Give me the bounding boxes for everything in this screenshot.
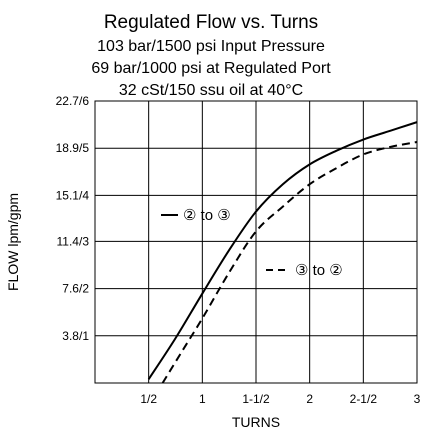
x-axis-ticks: 1/2 1 1-1/2 2 2-1/2 3	[140, 392, 420, 406]
plot-area-frame	[94, 100, 418, 384]
series-line-3-to-2	[161, 141, 418, 384]
y-axis-label: FLOW lpm/gpm	[5, 193, 21, 291]
x-tick-label: 1	[199, 392, 206, 406]
y-axis-ticks: 3.8/1 7.6/2 11.4/3 15.1/4 18.9/5 22.7/6	[56, 94, 90, 343]
chart-title-group: Regulated Flow vs. Turns 103 bar/1500 ps…	[91, 12, 331, 99]
y-tick-label: 18.9/5	[56, 141, 90, 155]
x-tick-label: 3	[414, 392, 421, 406]
y-tick-label: 22.7/6	[56, 94, 90, 108]
series-group	[147, 121, 418, 384]
y-tick-label: 3.8/1	[62, 329, 89, 343]
chart-subtitle-input-pressure: 103 bar/1500 psi Input Pressure	[97, 38, 325, 55]
y-tick-label: 7.6/2	[62, 282, 89, 296]
x-axis-label: TURNS	[232, 414, 280, 430]
legend-group: ② to ③ ③ to ②	[161, 207, 343, 279]
y-tick-label: 11.4/3	[57, 234, 90, 248]
legend-label: ② to ③	[183, 207, 231, 224]
x-tick-label: 1/2	[140, 392, 157, 406]
x-tick-label: 2	[306, 392, 313, 406]
chart-title: Regulated Flow vs. Turns	[104, 12, 318, 33]
legend-label: ③ to ②	[295, 262, 343, 279]
series-line-2-to-3	[147, 121, 418, 380]
x-tick-label: 1-1/2	[242, 392, 270, 406]
chart-subtitle-oil: 32 cSt/150 ssu oil at 40°C	[119, 82, 303, 99]
x-tick-label: 2-1/2	[350, 392, 378, 406]
y-tick-label: 15.1/4	[56, 188, 90, 202]
chart-grid	[95, 100, 418, 383]
chart-subtitle-regulated-port: 69 bar/1000 psi at Regulated Port	[91, 60, 331, 77]
